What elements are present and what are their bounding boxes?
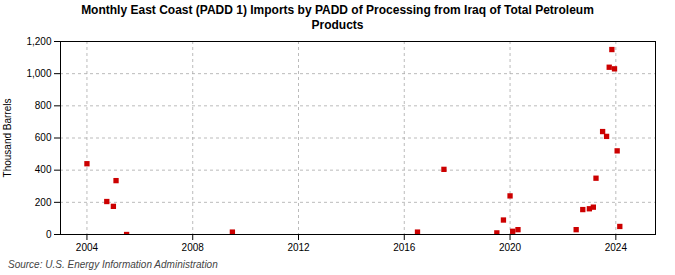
svg-text:0: 0	[46, 229, 52, 240]
svg-text:2016: 2016	[393, 242, 416, 253]
svg-text:2020: 2020	[499, 242, 522, 253]
svg-text:1,000: 1,000	[26, 68, 51, 79]
html-text:Source: U.S. Energy Informatio: Source: U.S. Energy Information Administ…	[8, 259, 218, 270]
svg-text:Thousand Barrels: Thousand Barrels	[2, 99, 13, 178]
svg-text:2012: 2012	[287, 242, 310, 253]
svg-text:1,200: 1,200	[26, 36, 51, 47]
svg-text:2004: 2004	[76, 242, 99, 253]
svg-text:800: 800	[35, 100, 52, 111]
svg-text:2024: 2024	[605, 242, 628, 253]
svg-text:600: 600	[35, 132, 52, 143]
svg-text:2008: 2008	[182, 242, 205, 253]
svg-text:200: 200	[35, 197, 52, 208]
html-text:Monthly East Coast (PADD 1) Im: Monthly East Coast (PADD 1) Imports by P…	[81, 3, 594, 32]
svg-text:400: 400	[35, 164, 52, 175]
